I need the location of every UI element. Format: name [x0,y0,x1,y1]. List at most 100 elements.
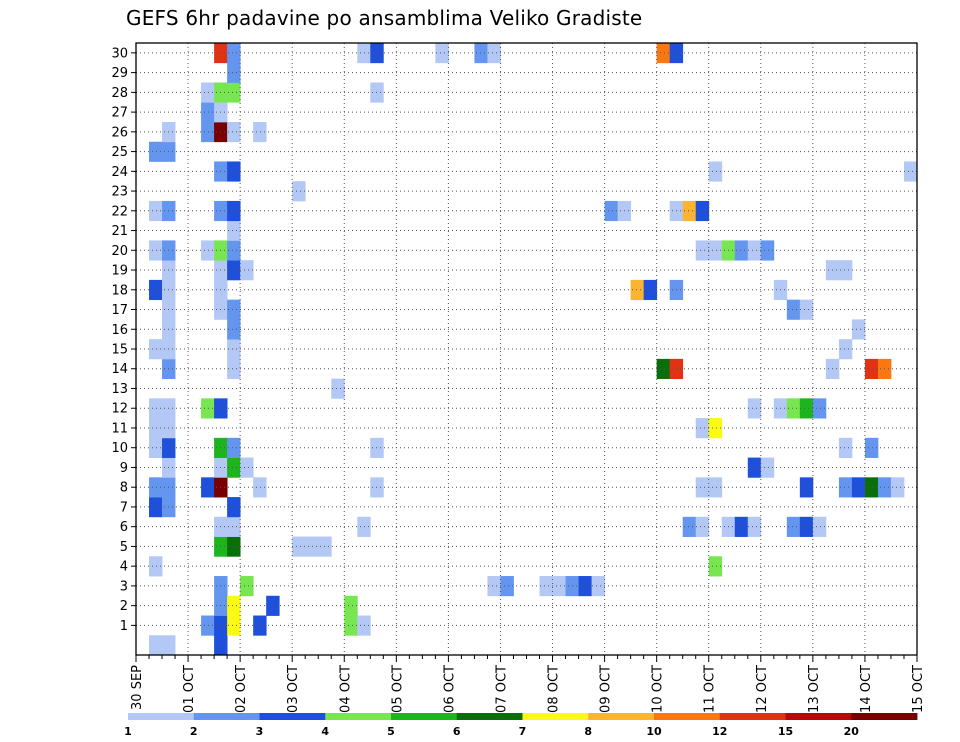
heatmap-cell [578,576,592,597]
x-tick-label: 03 OCT [286,665,301,713]
y-tick-label: 27 [111,106,128,121]
heatmap-cell [240,260,254,281]
x-tick-label: 07 OCT [495,665,510,713]
heatmap-cell [227,339,241,360]
heatmap-cell [240,457,254,478]
heatmap-cell [851,319,866,340]
heatmap-cell [227,536,241,557]
legend-swatch [851,713,918,720]
heatmap-cell [708,477,723,498]
heatmap-cell [214,635,228,656]
y-tick-label: 3 [120,579,128,594]
heatmap-cell [487,576,501,597]
x-tick-label: 15 OCT [911,665,926,713]
x-tick-label: 12 OCT [755,665,770,713]
heatmap-cell [227,457,241,478]
legend-label: 6 [453,725,461,738]
x-tick-label: 06 OCT [442,665,457,713]
legend-swatch [193,713,260,720]
heatmap-cell [149,635,163,656]
heatmap-cell [643,279,658,301]
heatmap-cell [149,418,163,439]
y-tick-label: 22 [111,204,128,219]
heatmap-cell [201,102,215,123]
y-tick-label: 21 [111,224,128,239]
heatmap-cell [838,437,853,458]
heatmap-cell [305,536,319,557]
heatmap-cell [201,398,215,419]
legend-label: 20 [844,725,860,738]
heatmap-cell [227,615,241,636]
y-tick-label: 17 [111,303,128,318]
y-tick-label: 7 [120,500,128,515]
heatmap-cell [149,240,163,261]
legend-label: 15 [778,725,793,738]
heatmap-cell [149,398,163,419]
heatmap-cell [838,477,853,498]
heatmap-cell [227,497,241,518]
legend-label: 4 [321,725,329,738]
x-tick-label: 13 OCT [807,665,822,713]
heatmap-cell [747,457,762,478]
heatmap-cell [682,200,697,222]
y-tick-label: 5 [120,540,128,555]
heatmap-cell [227,319,241,340]
x-tick-label: 11 OCT [703,665,718,713]
heatmap-cell [344,595,358,616]
heatmap-cell [370,82,384,103]
heatmap-cell [227,437,241,458]
heatmap-cell [370,437,384,458]
heatmap-cell [760,457,775,478]
heatmap-cell [162,635,176,656]
heatmap-cell [149,279,163,301]
heatmap-cell [851,477,866,498]
heatmap-cell [838,260,853,281]
chart-title: GEFS 6hr padavine po ansamblima Veliko G… [126,6,643,30]
heatmap-cell [747,240,762,261]
y-tick-label: 19 [111,264,128,279]
heatmap-cell [708,418,723,439]
heatmap-cell [760,240,775,261]
heatmap-cell [903,161,918,182]
heatmap-cell [149,497,163,518]
heatmap-cell [695,240,710,261]
heatmap-cell [227,240,241,261]
x-tick-label: 09 OCT [599,665,614,713]
heatmap-cell [149,477,163,498]
heatmap-cell [734,516,749,537]
y-tick-label: 26 [111,125,128,140]
legend-swatch [588,713,655,720]
heatmap-cell [864,437,879,458]
y-tick-label: 8 [120,481,128,496]
legend-swatch [719,713,786,720]
heatmap-cell [799,516,814,537]
heatmap-cell [682,516,697,537]
heatmap-cell [864,477,879,498]
y-tick-label: 11 [111,421,128,436]
legend-label: 7 [519,725,527,738]
heatmap-cell [747,516,762,537]
heatmap-cell [201,82,215,103]
heatmap-cell [786,398,801,419]
x-tick-label: 30 SEP [130,665,145,710]
heatmap-cell [357,615,371,636]
heatmap-cell [357,43,371,64]
heatmap-cell [357,516,371,537]
legend-swatch [654,713,721,720]
heatmap-cell [370,477,384,498]
y-tick-label: 10 [111,441,128,456]
heatmap-cell [539,576,553,597]
heatmap-cell [292,181,306,202]
heatmap-cell [201,615,215,636]
heatmap-cell [227,62,241,83]
y-tick-label: 25 [111,145,128,160]
heatmap-cell [708,240,723,261]
heatmap-cell [149,200,163,222]
heatmap-cell [201,121,215,143]
heatmap-cell [227,200,241,222]
legend-swatch [391,713,458,720]
heatmap-cell [344,615,358,636]
heatmap-cell [253,121,267,143]
y-tick-label: 18 [111,283,128,298]
